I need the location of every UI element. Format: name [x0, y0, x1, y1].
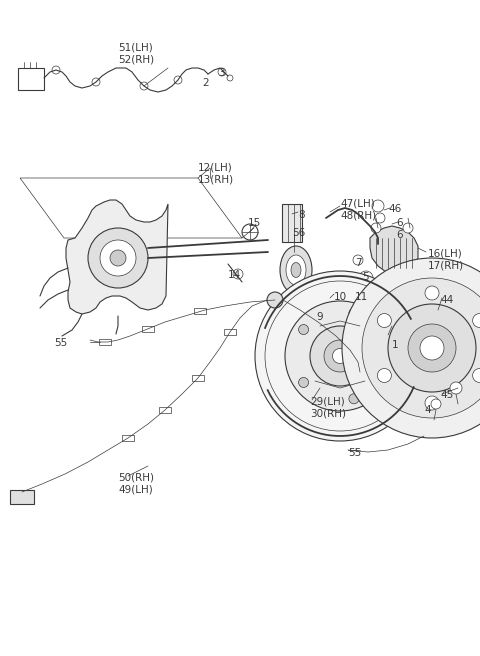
Text: 12(LH): 12(LH) [198, 162, 233, 172]
Circle shape [88, 228, 148, 288]
Circle shape [425, 396, 439, 410]
Text: 2: 2 [202, 78, 209, 88]
Circle shape [100, 240, 136, 276]
Circle shape [299, 325, 309, 335]
Circle shape [233, 269, 243, 279]
Circle shape [353, 255, 363, 265]
Text: 29(LH): 29(LH) [310, 396, 345, 406]
Text: 17(RH): 17(RH) [428, 260, 464, 270]
Circle shape [227, 75, 233, 81]
Circle shape [388, 304, 476, 392]
Polygon shape [370, 226, 418, 274]
Circle shape [380, 351, 390, 361]
Circle shape [52, 66, 60, 74]
Bar [194, 308, 206, 314]
Ellipse shape [255, 271, 425, 441]
Text: 44: 44 [440, 295, 453, 305]
Ellipse shape [344, 291, 364, 305]
Ellipse shape [294, 309, 322, 323]
Text: 30(RH): 30(RH) [310, 408, 346, 418]
Ellipse shape [312, 290, 340, 306]
Circle shape [218, 68, 226, 76]
Circle shape [473, 369, 480, 382]
Text: 15: 15 [248, 218, 261, 228]
Bar [10, 490, 34, 504]
Ellipse shape [349, 295, 359, 302]
Bar [282, 204, 302, 242]
Circle shape [359, 271, 373, 285]
Ellipse shape [333, 348, 348, 363]
Circle shape [371, 223, 381, 233]
Text: 8: 8 [298, 210, 305, 220]
Circle shape [408, 324, 456, 372]
Circle shape [425, 286, 439, 300]
Circle shape [267, 292, 283, 308]
Text: 4: 4 [424, 405, 431, 415]
Text: 16(LH): 16(LH) [428, 248, 463, 258]
Circle shape [403, 223, 413, 233]
Ellipse shape [324, 340, 356, 372]
Circle shape [450, 382, 462, 394]
Circle shape [431, 399, 441, 409]
Text: 50(RH): 50(RH) [118, 472, 154, 482]
Text: 48(RH): 48(RH) [340, 210, 376, 220]
Circle shape [299, 377, 309, 388]
Bar [99, 339, 111, 345]
Text: 13(RH): 13(RH) [198, 174, 234, 184]
Ellipse shape [286, 255, 306, 285]
Text: 45: 45 [440, 390, 453, 400]
Bar [18, 68, 44, 90]
Circle shape [342, 258, 480, 438]
Text: 47(LH): 47(LH) [340, 198, 375, 208]
Text: 3: 3 [218, 68, 225, 78]
Bar [224, 329, 236, 335]
Text: 56: 56 [292, 228, 305, 238]
Ellipse shape [301, 312, 315, 319]
Text: 55: 55 [54, 338, 67, 348]
Text: 1: 1 [392, 340, 398, 350]
Ellipse shape [291, 262, 301, 277]
Text: 46: 46 [388, 204, 401, 214]
Text: 51(LH): 51(LH) [118, 42, 153, 52]
Circle shape [473, 314, 480, 327]
Circle shape [362, 278, 480, 418]
Text: 9: 9 [316, 312, 323, 322]
Circle shape [92, 78, 100, 86]
Circle shape [375, 213, 385, 223]
Circle shape [349, 308, 359, 318]
Text: 5: 5 [362, 272, 369, 282]
Bar [159, 407, 171, 413]
Circle shape [420, 336, 444, 360]
Ellipse shape [285, 301, 395, 411]
Ellipse shape [310, 326, 370, 386]
Circle shape [110, 250, 126, 266]
Text: 49(LH): 49(LH) [118, 484, 153, 494]
Bar [192, 375, 204, 381]
Text: 14: 14 [228, 270, 241, 280]
Circle shape [242, 224, 258, 240]
Text: 52(RH): 52(RH) [118, 54, 154, 64]
Ellipse shape [280, 246, 312, 294]
Text: 55: 55 [348, 448, 361, 458]
Text: 6: 6 [396, 218, 403, 228]
Bar [142, 326, 154, 332]
Ellipse shape [319, 294, 333, 302]
Circle shape [381, 335, 395, 349]
Circle shape [349, 394, 359, 404]
Circle shape [372, 200, 384, 212]
Text: 7: 7 [355, 258, 361, 268]
Polygon shape [66, 200, 168, 314]
Circle shape [377, 314, 391, 327]
Circle shape [174, 76, 182, 84]
Bar [122, 435, 134, 441]
Circle shape [377, 369, 391, 382]
Text: 10: 10 [334, 292, 347, 302]
Text: 11: 11 [355, 292, 368, 302]
Circle shape [140, 82, 148, 90]
Text: 6: 6 [396, 230, 403, 240]
